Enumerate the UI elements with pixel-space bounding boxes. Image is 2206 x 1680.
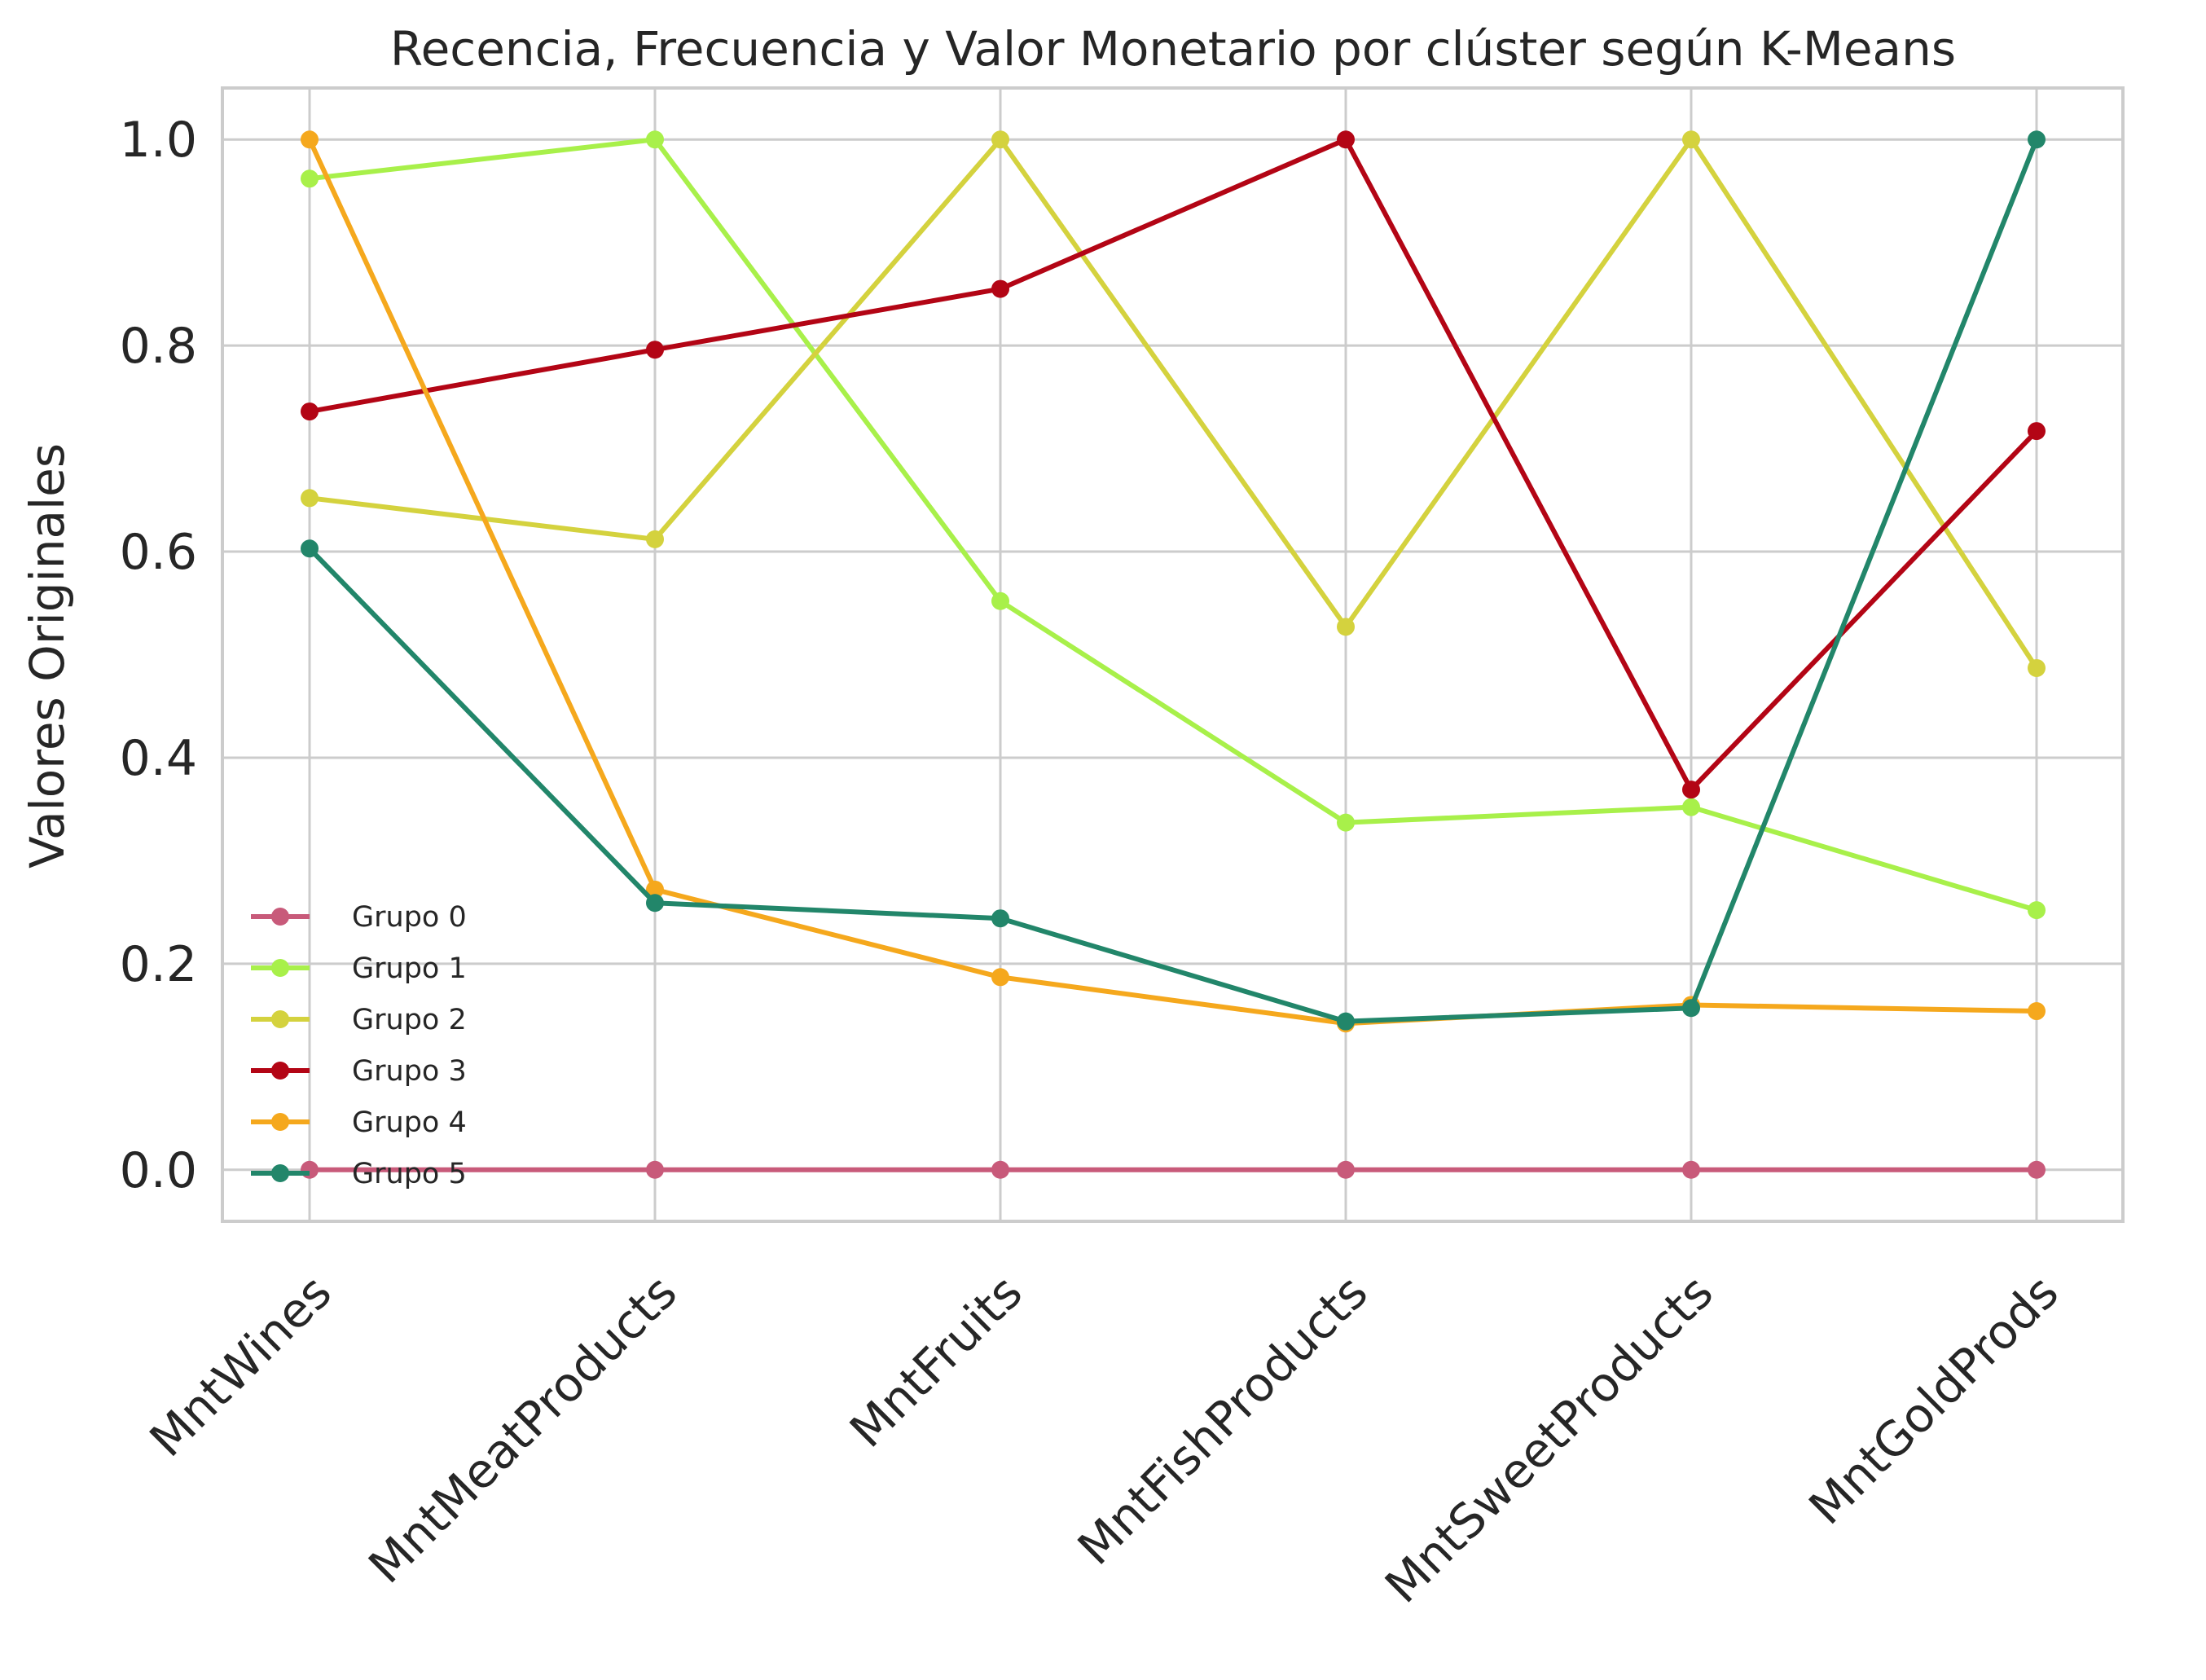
legend-item[interactable]: Grupo 5 — [251, 1158, 467, 1190]
data-point — [1682, 1160, 1700, 1179]
series-0 — [301, 1160, 2046, 1179]
legend-label: Grupo 3 — [352, 1055, 467, 1088]
data-point — [991, 909, 1009, 928]
data-point — [991, 279, 1009, 298]
x-tick-label: MntSweetProducts — [1374, 1264, 1724, 1614]
data-point — [1682, 798, 1700, 816]
series-4 — [301, 130, 2046, 1033]
legend[interactable]: Grupo 0 Grupo 1 Grupo 2 Grupo 3 Grupo 4 Grupo… — [251, 901, 467, 1190]
x-tick-label: MntFishProducts — [1067, 1264, 1378, 1576]
legend-label: Grupo 1 — [352, 952, 467, 985]
data-point — [301, 130, 319, 149]
x-tick-label: MntGoldProds — [1799, 1264, 2069, 1535]
x-tick-label: MntMeatProducts — [358, 1264, 687, 1594]
series-line — [309, 137, 2039, 670]
series-5 — [301, 130, 2046, 1031]
legend-marker — [271, 908, 289, 926]
data-point — [991, 968, 1009, 987]
chart-title: Recencia, Frecuencia y Valor Monetario p… — [390, 21, 1956, 77]
y-tick-label: 0.0 — [120, 1142, 197, 1199]
data-point — [646, 880, 664, 899]
series-2 — [301, 130, 2046, 677]
data-point — [2028, 658, 2046, 677]
y-tick-labels: 0.0 0.2 0.4 0.6 0.8 1.0 — [120, 112, 197, 1199]
legend-item[interactable]: Grupo 3 — [251, 1055, 467, 1088]
data-point — [2028, 1160, 2046, 1179]
legend-item[interactable]: Grupo 0 — [251, 901, 467, 934]
data-point — [646, 894, 664, 913]
legend-marker — [271, 1164, 289, 1182]
series-line — [307, 139, 2039, 1024]
y-tick-label: 0.4 — [120, 730, 197, 787]
data-point — [991, 1160, 1009, 1179]
series-line — [309, 137, 2039, 793]
legend-item[interactable]: Grupo 1 — [251, 952, 467, 985]
series-layer — [301, 130, 2046, 1179]
data-point — [1337, 813, 1355, 832]
data-point — [2028, 130, 2046, 149]
series-line — [309, 137, 2037, 913]
x-tick-label: MntWines — [139, 1264, 342, 1467]
legend-marker — [271, 959, 289, 977]
data-point — [301, 489, 319, 508]
data-point — [1337, 1012, 1355, 1031]
y-tick-label: 0.6 — [120, 524, 197, 581]
legend-label: Grupo 0 — [352, 901, 467, 934]
x-tick-label: MntFruits — [839, 1264, 1033, 1458]
data-point — [646, 530, 664, 548]
data-point — [2028, 422, 2046, 441]
legend-marker — [271, 1010, 289, 1028]
legend-label: Grupo 2 — [352, 1004, 467, 1036]
data-point — [991, 130, 1009, 149]
legend-label: Grupo 5 — [352, 1158, 467, 1190]
data-point — [1337, 618, 1355, 636]
y-tick-label: 0.2 — [120, 936, 197, 993]
data-point — [301, 402, 319, 421]
grid — [222, 88, 2123, 1221]
x-tick-labels: MntWines MntMeatProducts MntFruits MntFishP… — [139, 1264, 2069, 1614]
series-1 — [301, 130, 2046, 920]
series-3 — [301, 130, 2046, 799]
data-point — [301, 169, 319, 188]
data-point — [301, 1160, 319, 1179]
data-point — [646, 341, 664, 359]
data-point — [646, 1160, 664, 1179]
data-point — [1337, 130, 1355, 149]
legend-item[interactable]: Grupo 2 — [251, 1004, 467, 1036]
y-tick-label: 1.0 — [120, 112, 197, 169]
data-point — [646, 130, 664, 149]
data-point — [991, 592, 1009, 610]
legend-label: Grupo 4 — [352, 1106, 467, 1139]
series-line — [307, 138, 2037, 1027]
data-point — [2028, 901, 2046, 920]
data-point — [1682, 999, 1700, 1018]
data-point — [2028, 1002, 2046, 1021]
y-axis-label: Valores Originales — [20, 443, 75, 869]
data-point — [1682, 130, 1700, 149]
plot-frame — [221, 86, 2125, 1223]
legend-marker — [271, 1062, 289, 1080]
data-point — [301, 539, 319, 558]
data-point — [1682, 781, 1700, 799]
y-tick-label: 0.8 — [120, 318, 197, 375]
legend-item[interactable]: Grupo 4 — [251, 1106, 467, 1139]
legend-marker — [271, 1113, 289, 1131]
data-point — [1337, 1160, 1355, 1179]
